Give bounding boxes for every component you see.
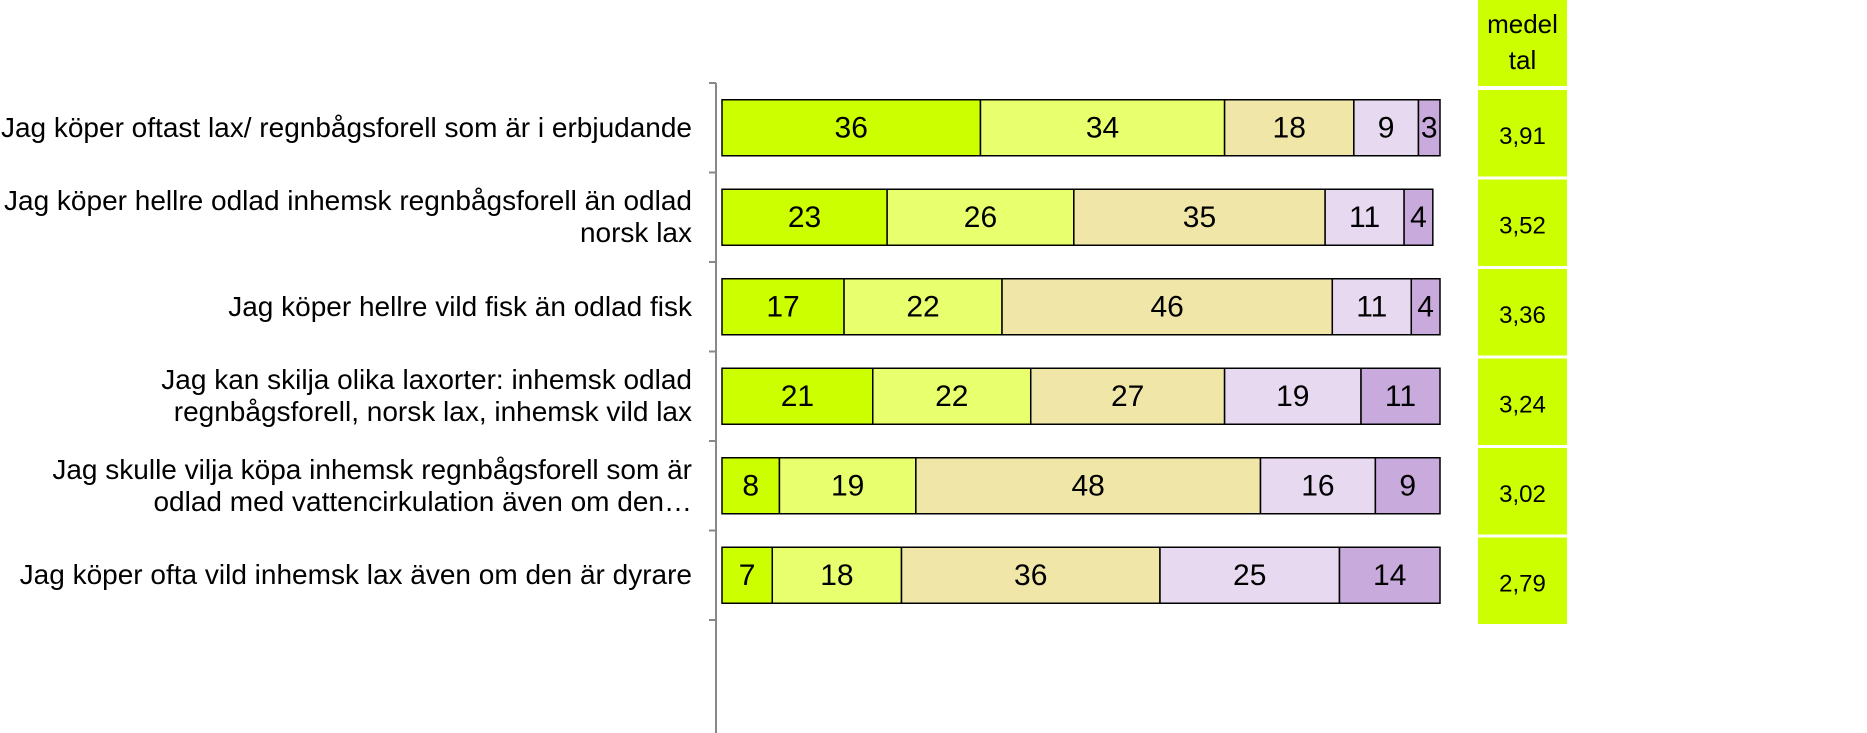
mean-box — [1478, 269, 1567, 356]
bar-segment — [979, 99, 1226, 157]
mean-box — [1478, 358, 1567, 445]
mean-value: 3,91 — [1499, 123, 1546, 150]
bar-segment — [1029, 367, 1226, 425]
data-label: 35 — [1183, 201, 1216, 234]
data-label: 46 — [1150, 291, 1183, 324]
bar-segment — [1001, 278, 1334, 336]
bar-segment — [1331, 278, 1413, 336]
data-label: 8 — [742, 470, 759, 503]
data-label: 11 — [1349, 201, 1380, 234]
bar-segment — [721, 188, 888, 246]
bar-segment — [771, 546, 903, 604]
bar-segment — [1223, 367, 1362, 425]
data-label: 11 — [1385, 380, 1416, 413]
data-label: 3 — [1421, 112, 1438, 145]
data-label: 21 — [781, 380, 814, 413]
category-label: Jag kan skilja olika laxorter: inhemsk o… — [161, 364, 692, 428]
data-label: 22 — [906, 291, 939, 324]
data-label: 9 — [1378, 112, 1395, 145]
mean-header: medel — [1487, 9, 1558, 39]
bar-segment — [1223, 99, 1355, 157]
data-label: 9 — [1399, 470, 1416, 503]
bar-segment — [721, 278, 845, 336]
mean-box — [1478, 90, 1567, 177]
bar-segment — [1073, 188, 1326, 246]
mean-box — [1478, 448, 1567, 535]
category-label: Jag köper ofta vild inhemsk lax även om … — [19, 559, 692, 591]
data-label: 36 — [835, 112, 868, 145]
data-label: 22 — [935, 380, 968, 413]
mean-value: 3,36 — [1499, 302, 1546, 329]
category-label: Jag skulle vilja köpa inhemsk regnbågsfo… — [52, 453, 692, 517]
bar-segment — [721, 367, 874, 425]
data-label: 19 — [831, 470, 864, 503]
data-label: 48 — [1071, 470, 1104, 503]
data-label: 19 — [1276, 380, 1309, 413]
bar-segment — [1417, 99, 1441, 157]
data-label: 4 — [1417, 291, 1434, 324]
data-label: 11 — [1356, 291, 1387, 324]
data-label: 18 — [820, 559, 853, 592]
bar-segment — [843, 278, 1003, 336]
data-label: 7 — [739, 559, 756, 592]
bar-segment — [872, 367, 1032, 425]
data-label: 14 — [1373, 559, 1406, 592]
mean-header: tal — [1509, 45, 1536, 75]
bar-segment — [1403, 188, 1434, 246]
category-label: Jag köper hellre vild fisk än odlad fisk — [228, 290, 692, 322]
category-label: Jag köper oftast lax/ regnbågsforell som… — [0, 111, 692, 143]
data-label: 4 — [1410, 201, 1427, 234]
data-label: 16 — [1301, 470, 1334, 503]
data-label: 23 — [788, 201, 821, 234]
mean-value: 3,02 — [1499, 481, 1546, 508]
data-label: 27 — [1111, 380, 1144, 413]
data-label: 34 — [1086, 112, 1119, 145]
mean-value: 3,24 — [1499, 392, 1546, 419]
bar-segment — [900, 546, 1161, 604]
mean-value: 3,52 — [1499, 213, 1546, 240]
data-label: 36 — [1014, 559, 1047, 592]
mean-header-box — [1478, 0, 1567, 86]
data-label: 18 — [1273, 112, 1306, 145]
data-label: 26 — [964, 201, 997, 234]
data-label: 25 — [1233, 559, 1266, 592]
bar-segment — [1374, 457, 1441, 515]
bar-segment — [1338, 546, 1441, 604]
bar-segment — [886, 188, 1075, 246]
bar-segment — [721, 99, 982, 157]
bar-segment — [1410, 278, 1441, 336]
mean-value: 2,79 — [1499, 571, 1546, 598]
category-label: Jag köper hellre odlad inhemsk regnbågsf… — [4, 185, 692, 249]
bar-segment — [915, 457, 1262, 515]
bar-segment — [721, 457, 781, 515]
mean-box — [1478, 537, 1567, 624]
data-label: 17 — [766, 291, 799, 324]
bar-segment — [1259, 457, 1377, 515]
bar-segment — [1324, 188, 1405, 246]
bar-segment — [1159, 546, 1341, 604]
bar-segment — [1360, 367, 1441, 425]
bar-segment — [778, 457, 917, 515]
mean-box — [1478, 179, 1567, 266]
